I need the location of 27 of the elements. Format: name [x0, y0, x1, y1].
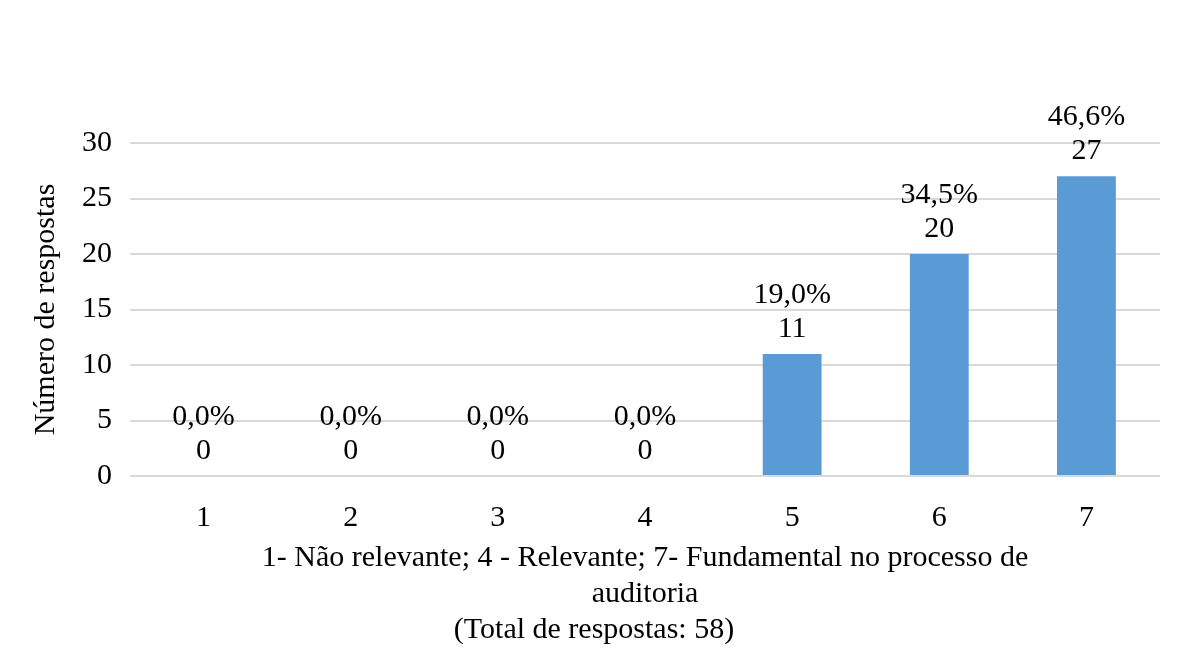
x-tick-label: 6 — [931, 498, 947, 532]
data-label: 0,0% 0 — [172, 398, 235, 465]
y-tick-label: 0 — [97, 456, 112, 490]
x-tick-label: 7 — [1078, 498, 1094, 532]
data-label: 0,0% 0 — [466, 398, 530, 465]
data-label: 46,6% 27 — [1047, 98, 1126, 166]
data-label: 34,5% 20 — [900, 176, 979, 243]
data-label: 19,0% 11 — [753, 275, 831, 343]
y-tick-label: 30 — [82, 123, 112, 157]
x-tick-label: 4 — [637, 498, 653, 532]
bar — [909, 254, 969, 475]
bar — [762, 353, 822, 475]
data-label: 0,0% 0 — [613, 398, 677, 465]
y-tick-label: 20 — [82, 234, 112, 268]
y-tick-label: 25 — [82, 179, 112, 213]
x-tick-label: 3 — [490, 498, 506, 532]
y-tick-label: 10 — [82, 345, 112, 379]
bar — [1057, 176, 1116, 475]
x-tick-label: 1 — [196, 498, 212, 532]
x-tick-label: 2 — [343, 498, 359, 532]
data-label: 0,0% 0 — [319, 398, 382, 465]
y-axis-title: Número de respostas — [26, 183, 60, 436]
x-axis-title: 1- Não relevante; 4 - Relevante; 7- Fundamental no processo de auditoria — [261, 538, 1029, 608]
text: (Total de respostas: 58) — [453, 610, 735, 645]
y-tick-label: 5 — [97, 401, 112, 435]
x-tick-label: 5 — [784, 498, 800, 532]
y-tick-label: 15 — [82, 290, 112, 324]
